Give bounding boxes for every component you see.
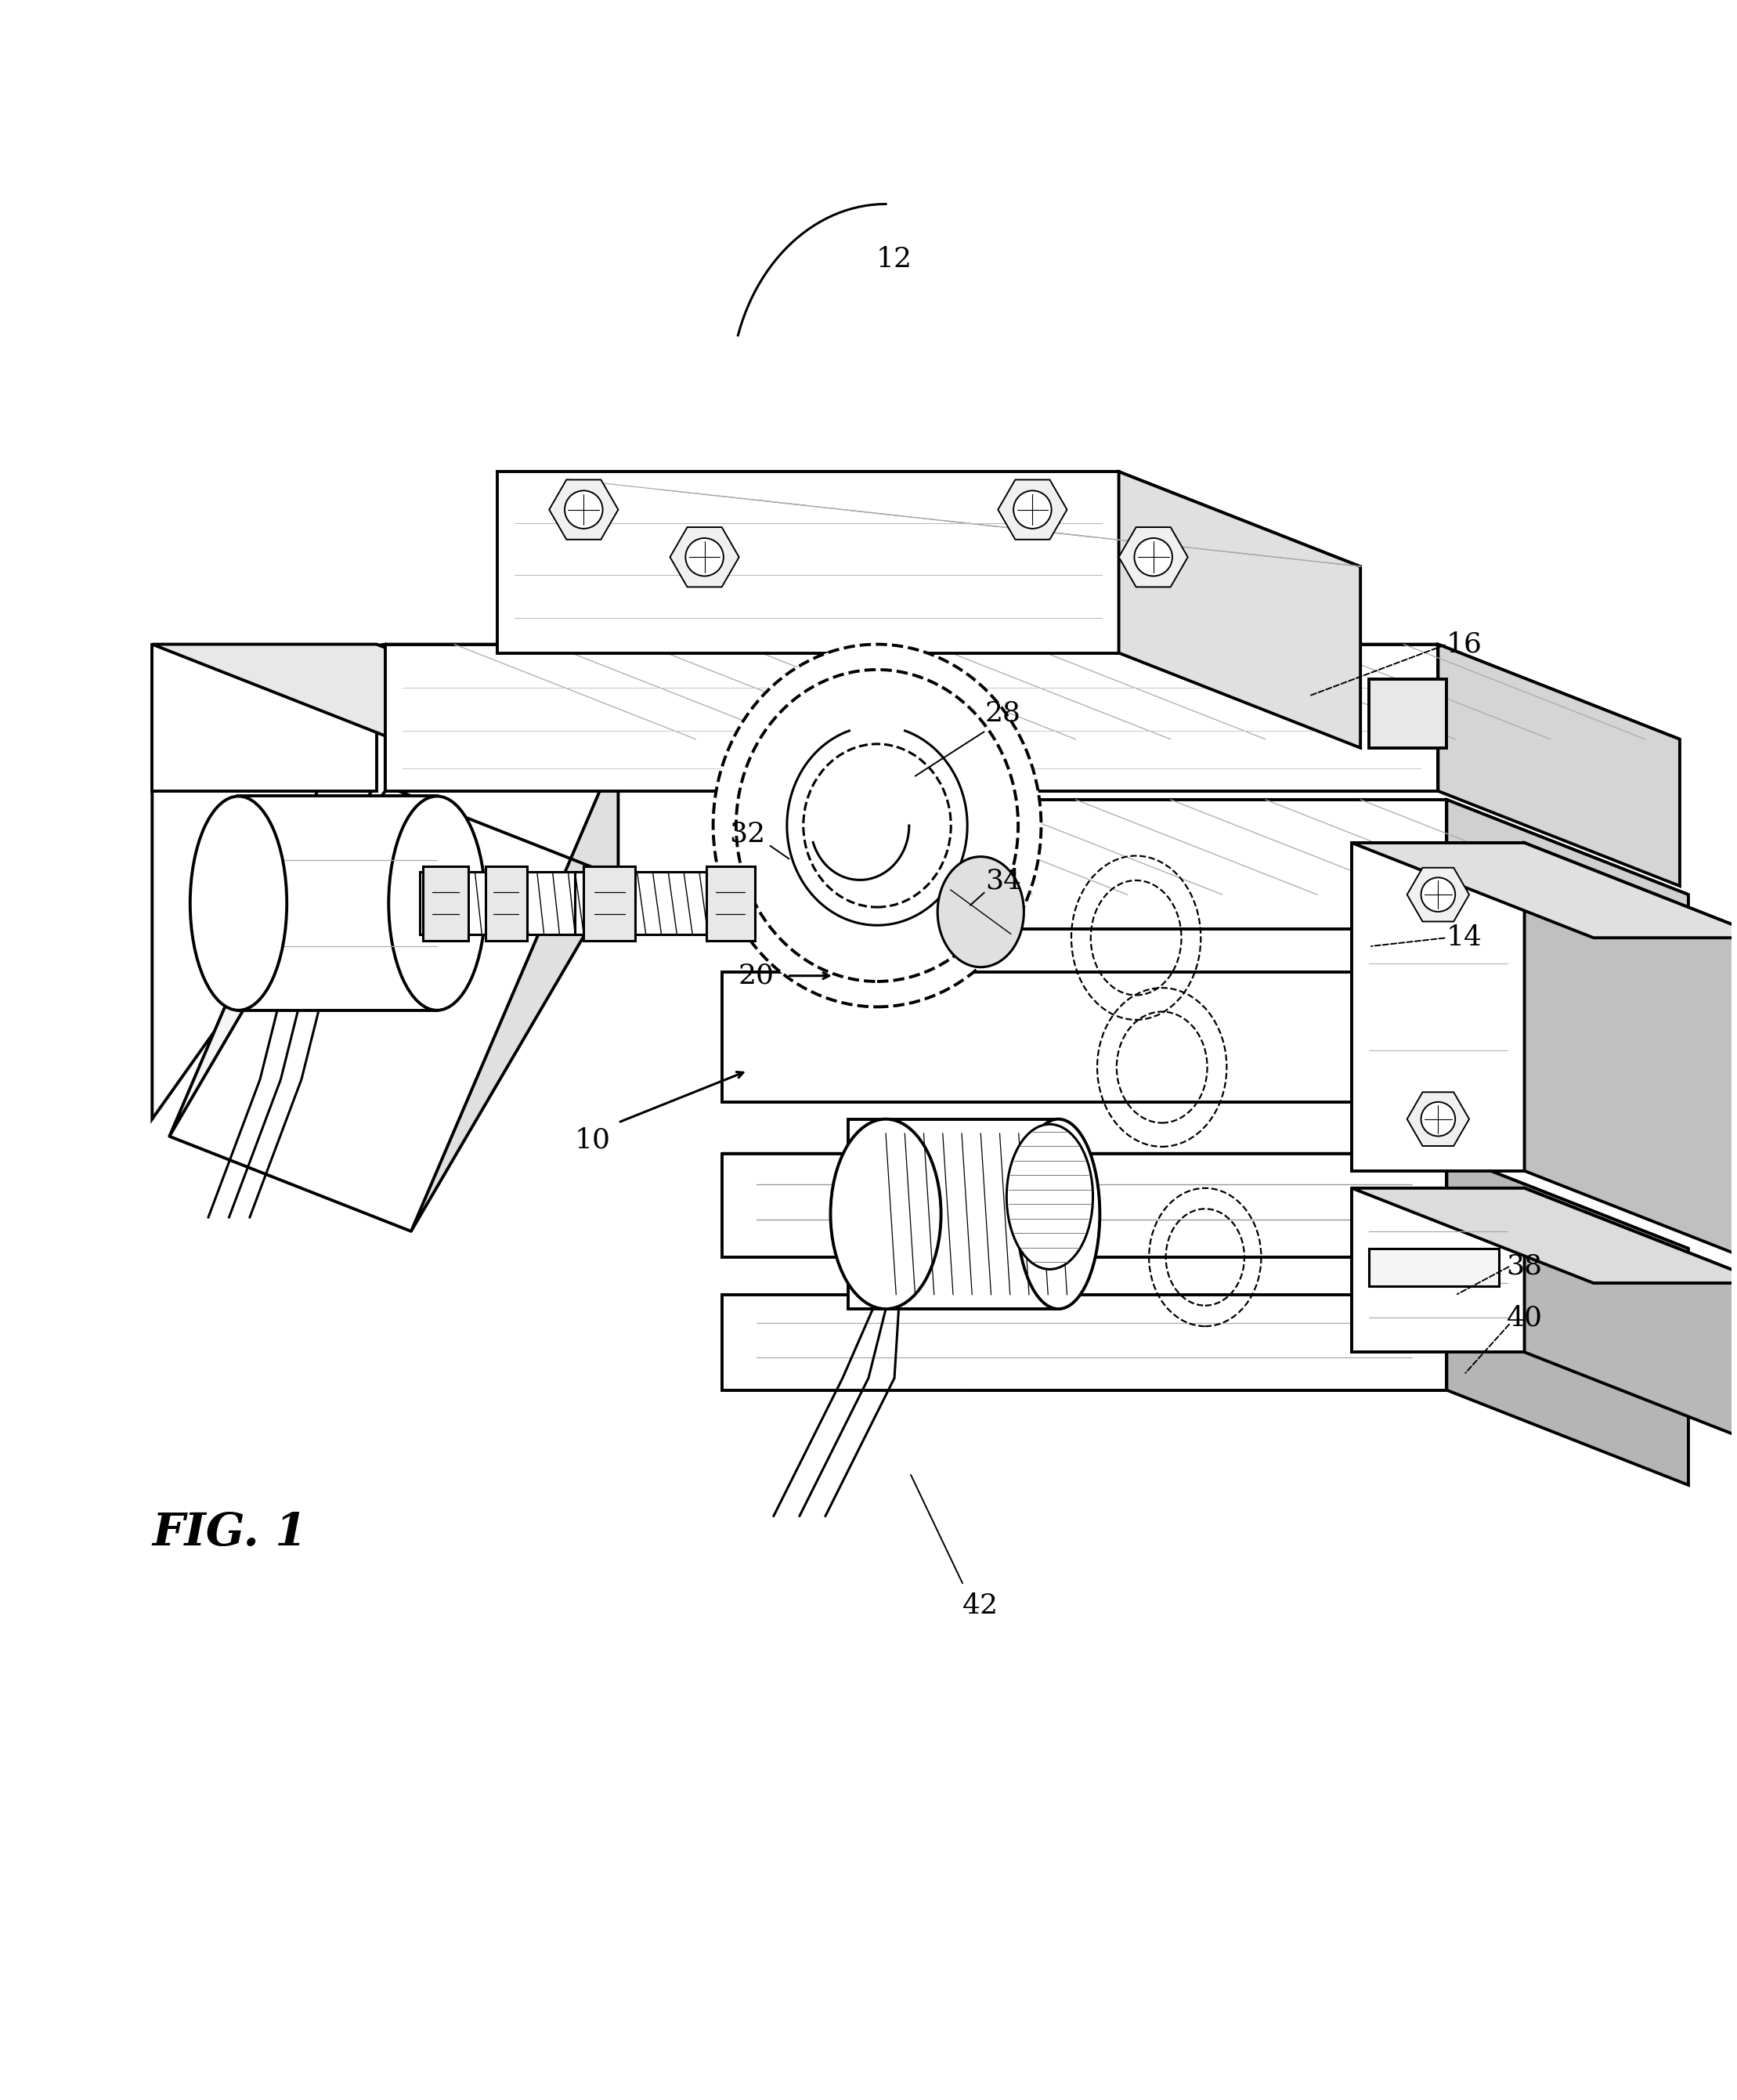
Polygon shape xyxy=(723,1153,1447,1258)
Text: 10: 10 xyxy=(575,1126,610,1153)
Polygon shape xyxy=(170,653,377,1136)
Text: 12: 12 xyxy=(877,246,912,273)
Polygon shape xyxy=(723,1296,1447,1390)
Text: 40: 40 xyxy=(1506,1304,1542,1331)
Polygon shape xyxy=(575,872,816,935)
Polygon shape xyxy=(386,645,1438,792)
Text: 28: 28 xyxy=(985,699,1021,727)
Polygon shape xyxy=(723,800,1447,928)
Polygon shape xyxy=(420,872,575,935)
Polygon shape xyxy=(1351,842,1737,939)
Polygon shape xyxy=(1351,842,1525,1172)
Text: 20: 20 xyxy=(738,962,775,989)
Polygon shape xyxy=(723,1153,1688,1250)
Polygon shape xyxy=(723,1296,1688,1390)
Polygon shape xyxy=(153,645,618,739)
Polygon shape xyxy=(1407,867,1470,922)
Polygon shape xyxy=(1119,527,1188,588)
Circle shape xyxy=(1421,878,1456,911)
Polygon shape xyxy=(1119,473,1360,748)
Polygon shape xyxy=(1407,1092,1470,1147)
Ellipse shape xyxy=(389,796,485,1010)
Polygon shape xyxy=(1447,972,1688,1197)
Text: 34: 34 xyxy=(985,867,1021,895)
Polygon shape xyxy=(723,972,1447,1102)
Ellipse shape xyxy=(189,796,287,1010)
Polygon shape xyxy=(386,645,1680,739)
Polygon shape xyxy=(1438,645,1680,886)
Circle shape xyxy=(1421,1102,1456,1136)
Polygon shape xyxy=(424,865,467,941)
Polygon shape xyxy=(549,479,618,540)
Polygon shape xyxy=(1351,1189,1737,1283)
Polygon shape xyxy=(1351,1189,1525,1352)
Polygon shape xyxy=(1525,842,1737,1266)
Text: 14: 14 xyxy=(1445,924,1482,951)
Text: 32: 32 xyxy=(730,821,766,848)
Polygon shape xyxy=(412,748,618,1231)
Polygon shape xyxy=(723,800,1688,895)
Polygon shape xyxy=(1369,1250,1499,1287)
Ellipse shape xyxy=(1016,1119,1100,1308)
Polygon shape xyxy=(999,479,1067,540)
Ellipse shape xyxy=(714,645,1040,1006)
Ellipse shape xyxy=(1006,1124,1093,1268)
Text: FIG. 1: FIG. 1 xyxy=(153,1512,307,1556)
Ellipse shape xyxy=(830,1119,941,1308)
Polygon shape xyxy=(238,796,438,1010)
Polygon shape xyxy=(1525,1189,1737,1447)
Polygon shape xyxy=(707,865,754,941)
Polygon shape xyxy=(723,972,1688,1067)
Polygon shape xyxy=(497,473,1360,567)
Polygon shape xyxy=(670,527,738,588)
Polygon shape xyxy=(497,473,1119,653)
Polygon shape xyxy=(1447,1296,1688,1485)
Polygon shape xyxy=(1447,800,1688,1025)
Text: 38: 38 xyxy=(1506,1252,1542,1279)
Polygon shape xyxy=(848,1119,1058,1308)
Polygon shape xyxy=(1447,1153,1688,1352)
Polygon shape xyxy=(1369,678,1447,748)
Circle shape xyxy=(1013,491,1051,529)
Ellipse shape xyxy=(802,743,950,907)
Ellipse shape xyxy=(938,857,1023,968)
Circle shape xyxy=(565,491,603,529)
Text: 16: 16 xyxy=(1445,630,1482,657)
Polygon shape xyxy=(485,865,526,941)
Circle shape xyxy=(686,538,724,575)
Polygon shape xyxy=(153,645,377,792)
Ellipse shape xyxy=(736,670,1018,981)
Circle shape xyxy=(1134,538,1172,575)
Polygon shape xyxy=(584,865,636,941)
Text: 42: 42 xyxy=(962,1592,999,1619)
Polygon shape xyxy=(153,645,386,1119)
